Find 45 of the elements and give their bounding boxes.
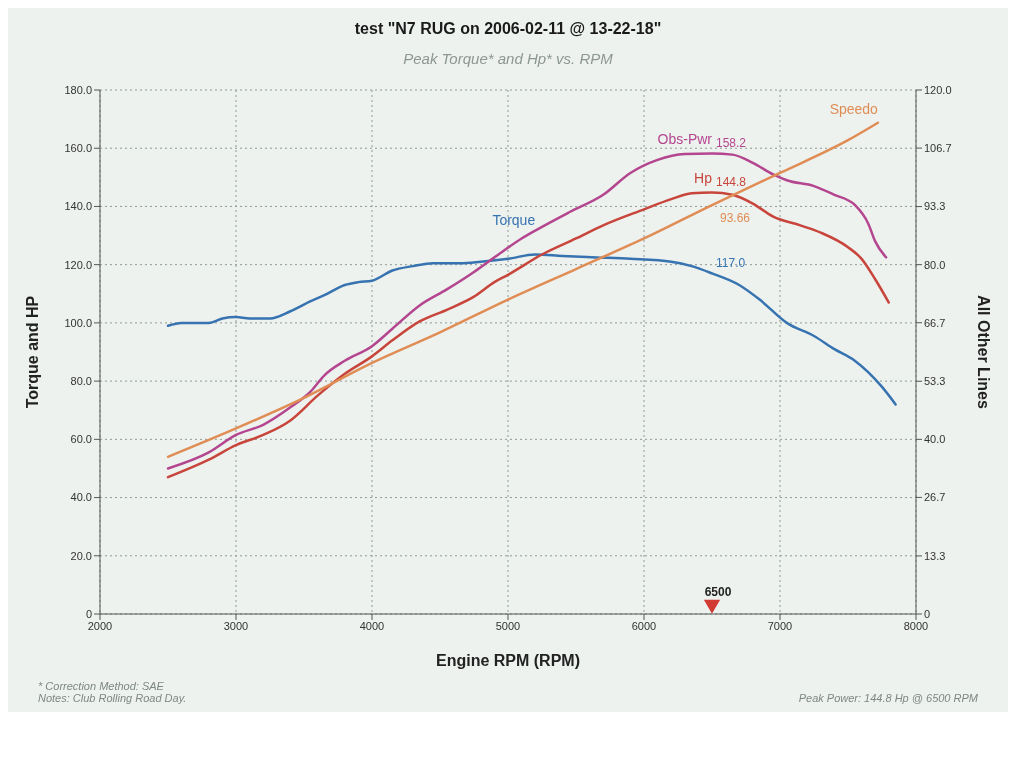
y-tick-label: 40.0 xyxy=(70,491,92,504)
y-tick-label: 0 xyxy=(85,607,92,620)
series-label: Hp xyxy=(694,170,713,187)
x-tick-label: 3000 xyxy=(223,619,249,632)
y-tick-label: 180.0 xyxy=(64,83,92,96)
data-label: 93.66 xyxy=(720,211,751,226)
x-tick-label: 6000 xyxy=(631,619,657,632)
data-label: 144.8 xyxy=(716,175,747,190)
line-series xyxy=(166,253,897,406)
y-tick-label: 20.0 xyxy=(70,549,92,562)
y2-tick-label: 93.3 xyxy=(924,200,946,213)
y-axis-title: Torque and HP xyxy=(23,295,41,409)
y-tick-label: 80.0 xyxy=(70,375,92,388)
chart-title: test "N7 RUG on 2006-02-11 @ 13-22-18" xyxy=(353,19,663,39)
text: Peak Power: 144.8 Hp @ 6500 RPM xyxy=(798,692,978,704)
y-tick-label: 160.0 xyxy=(64,142,92,155)
y2-tick-label: 40.0 xyxy=(924,433,946,446)
y2-tick-label: 26.7 xyxy=(924,491,946,504)
annotation: 6500 xyxy=(704,584,732,599)
y2-tick-label: 53.3 xyxy=(924,375,946,388)
x-axis-title: Engine RPM (RPM) xyxy=(436,652,580,669)
x-tick-label: 7000 xyxy=(767,619,793,632)
data-label: 117.0 xyxy=(716,256,746,271)
text: * Correction Method: SAE xyxy=(38,680,165,692)
y2-axis-title: All Other Lines xyxy=(975,295,993,409)
y2-tick-label: 120.0 xyxy=(924,83,952,96)
y-tick-label: 120.0 xyxy=(64,258,92,271)
y2-tick-label: 80.0 xyxy=(924,258,946,271)
y2-tick-label: 0 xyxy=(924,607,931,620)
x-tick-label: 5000 xyxy=(495,619,521,632)
y-tick-label: 100.0 xyxy=(64,316,92,329)
x-tick-label: 2000 xyxy=(87,619,113,632)
series-label: Obs-Pwr xyxy=(657,131,713,148)
x-tick-label: 8000 xyxy=(903,619,929,632)
y2-tick-label: 106.7 xyxy=(924,141,952,154)
x-tick-label: 4000 xyxy=(359,619,385,632)
y2-tick-label: 13.3 xyxy=(924,549,946,562)
series-label: Speedo xyxy=(829,100,879,117)
data-label: 158.2 xyxy=(716,136,747,151)
y2-tick-label: 66.7 xyxy=(924,316,946,329)
series-label: Torque xyxy=(492,212,536,229)
y-tick-label: 140.0 xyxy=(64,200,92,213)
chart-subtitle: Peak Torque* and Hp* vs. RPM xyxy=(402,49,614,69)
y-tick-label: 60.0 xyxy=(70,433,92,446)
text: Notes: Club Rolling Road Day. xyxy=(38,692,187,704)
